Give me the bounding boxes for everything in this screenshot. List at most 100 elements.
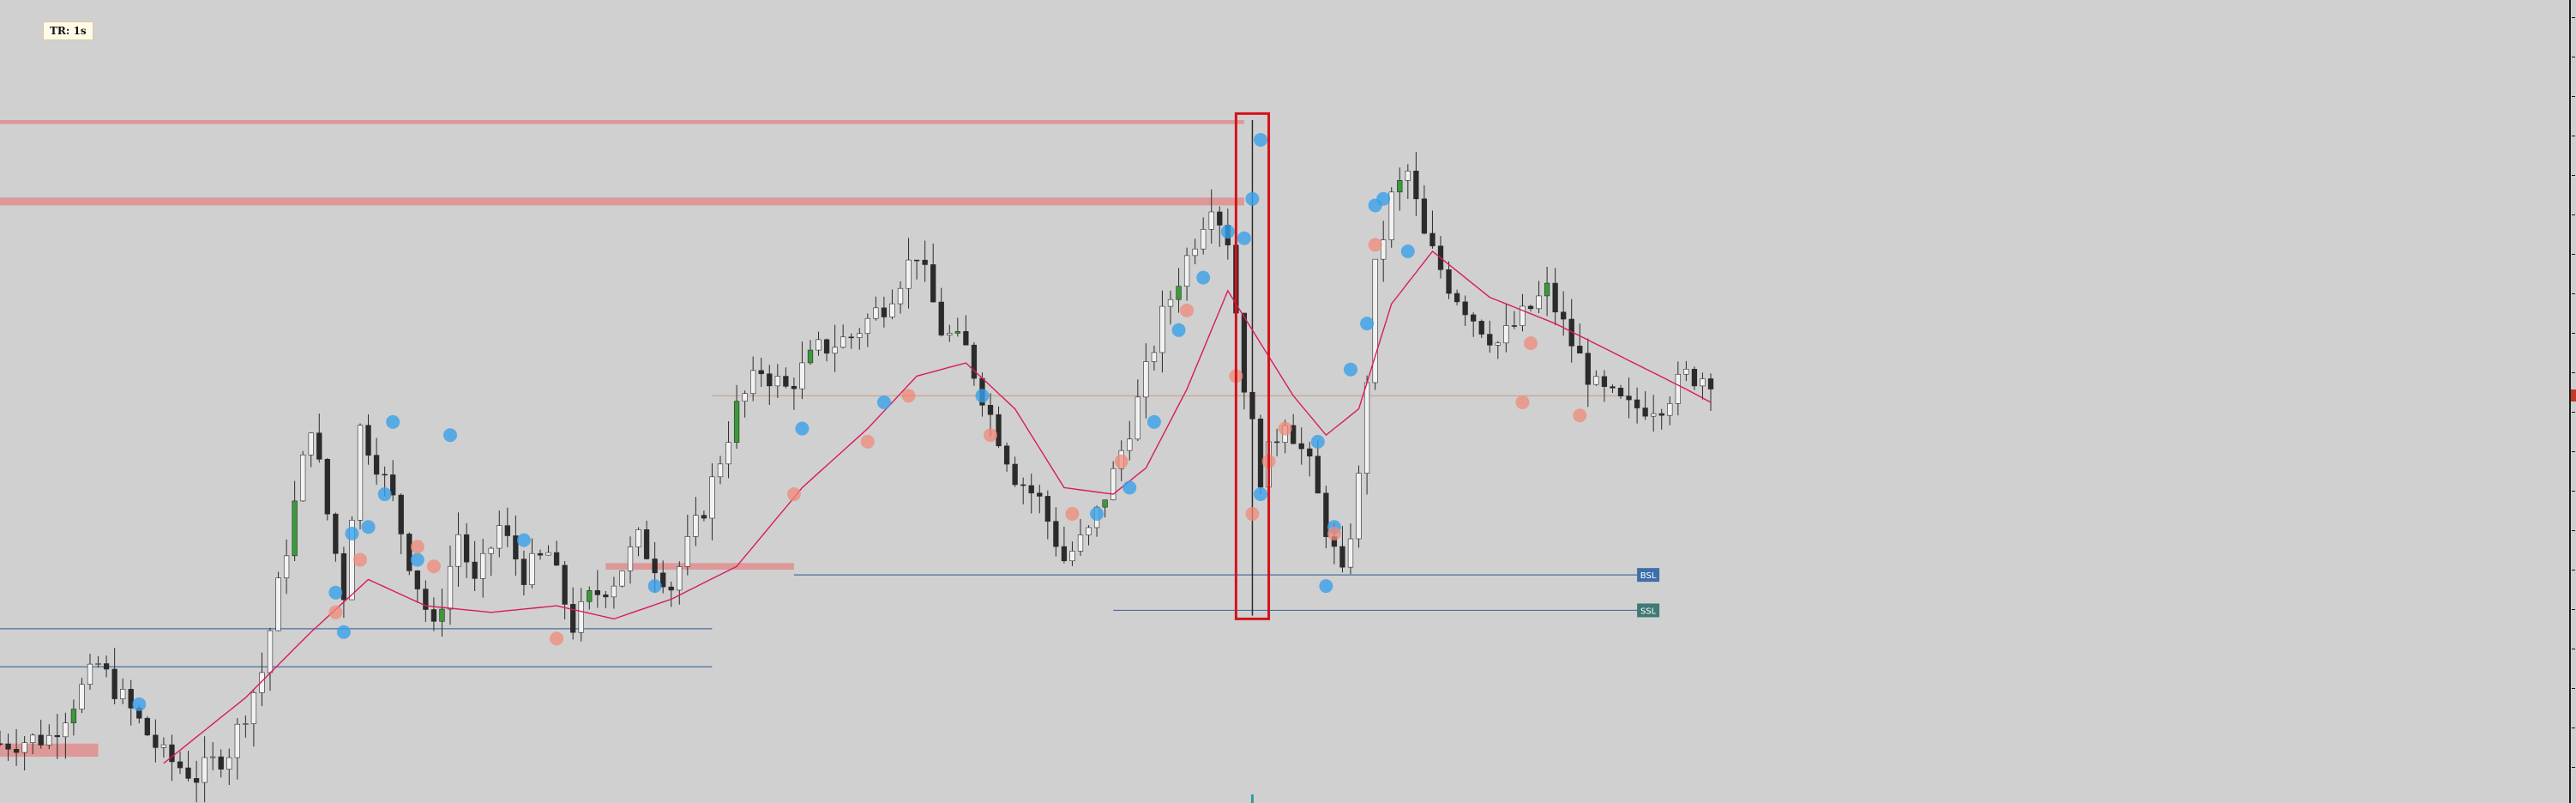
candle-body xyxy=(930,264,936,303)
candle-body xyxy=(1617,388,1624,396)
candle xyxy=(881,296,888,328)
candle xyxy=(799,341,805,400)
candle-body xyxy=(1511,325,1518,327)
candle-body xyxy=(1585,353,1591,385)
candle-body xyxy=(1012,463,1018,486)
candle xyxy=(472,540,478,591)
candle-body xyxy=(1667,403,1673,416)
axis-tick xyxy=(2572,254,2575,255)
candle xyxy=(684,515,690,576)
resistance-zone-3 xyxy=(605,563,794,571)
candle xyxy=(1617,384,1624,399)
axis-tick xyxy=(2572,293,2575,294)
candle xyxy=(480,539,486,598)
candle-body xyxy=(480,552,486,579)
candle-body xyxy=(1446,269,1452,294)
candle-body xyxy=(1307,448,1313,457)
candle xyxy=(406,532,412,576)
candle xyxy=(275,571,281,631)
candle xyxy=(1454,289,1460,305)
candle-body xyxy=(938,301,944,335)
candle xyxy=(1487,320,1493,353)
candle-body xyxy=(414,571,420,589)
candle xyxy=(1552,268,1558,326)
candle-body xyxy=(1675,373,1681,404)
candle-body xyxy=(1077,534,1084,552)
axis-tick xyxy=(2572,609,2575,610)
candle-body xyxy=(144,717,150,736)
candle xyxy=(46,724,52,750)
candle xyxy=(1298,427,1304,465)
candle xyxy=(930,243,936,303)
candle xyxy=(864,313,870,347)
candle-body xyxy=(643,529,650,559)
candle xyxy=(857,328,863,350)
candle xyxy=(742,390,748,418)
marker-blue xyxy=(1376,191,1391,206)
candle xyxy=(767,365,773,405)
candle xyxy=(1471,312,1477,337)
candle-body xyxy=(1381,239,1387,260)
marker-blue xyxy=(386,414,400,429)
candle xyxy=(848,333,854,349)
marker-red xyxy=(1114,454,1129,468)
candle-body xyxy=(390,474,396,496)
marker-blue xyxy=(516,533,531,547)
candle xyxy=(1183,247,1190,301)
candle xyxy=(1307,441,1313,477)
candle-body xyxy=(1086,527,1092,535)
candle-body xyxy=(587,590,593,602)
candle-body xyxy=(1487,334,1493,346)
candle-body xyxy=(906,259,912,289)
candle xyxy=(1102,499,1108,518)
candle-body xyxy=(562,565,568,605)
axis-tick xyxy=(2572,17,2575,18)
candle-body xyxy=(1626,395,1632,401)
candle xyxy=(1347,523,1354,575)
candle-body xyxy=(406,534,412,571)
axis-tick xyxy=(2572,767,2575,768)
candle xyxy=(423,580,429,622)
candle xyxy=(1413,151,1419,216)
candle-body xyxy=(455,534,461,567)
candle-body xyxy=(553,552,560,566)
candle-body xyxy=(1363,382,1370,474)
candle xyxy=(1323,486,1329,549)
candle xyxy=(693,497,699,546)
axis-tick xyxy=(2572,451,2575,452)
candle-body xyxy=(1044,496,1050,522)
candle xyxy=(553,540,560,566)
candle xyxy=(594,570,600,608)
candle xyxy=(308,432,314,468)
candle-body xyxy=(38,734,44,746)
marker-blue xyxy=(377,487,392,502)
candle-body xyxy=(1454,293,1460,303)
candle-body xyxy=(1503,325,1509,344)
candle xyxy=(54,714,60,759)
resistance-zone-2 xyxy=(0,197,1244,206)
candle-body xyxy=(79,684,85,709)
candle xyxy=(30,733,36,755)
candle-body xyxy=(365,425,371,456)
candle xyxy=(1446,261,1452,299)
candle xyxy=(537,549,544,560)
candle-body xyxy=(897,287,904,305)
bsl-tag-box xyxy=(1637,568,1660,583)
timeframe-badge[interactable]: TR: 1s xyxy=(43,21,93,40)
candle-body xyxy=(1315,456,1321,494)
candle-body xyxy=(823,339,830,354)
marker-blue xyxy=(1147,414,1161,429)
candle xyxy=(267,627,274,691)
candle-body xyxy=(63,722,69,738)
candle xyxy=(545,545,551,556)
candle-body xyxy=(267,630,274,673)
candle-body xyxy=(832,347,838,354)
marker-blue xyxy=(1319,579,1333,594)
candle-body xyxy=(430,609,437,622)
price-axis[interactable] xyxy=(2569,0,2576,803)
candle-body xyxy=(1544,282,1550,297)
candle xyxy=(913,259,920,280)
candle-body xyxy=(864,317,870,335)
